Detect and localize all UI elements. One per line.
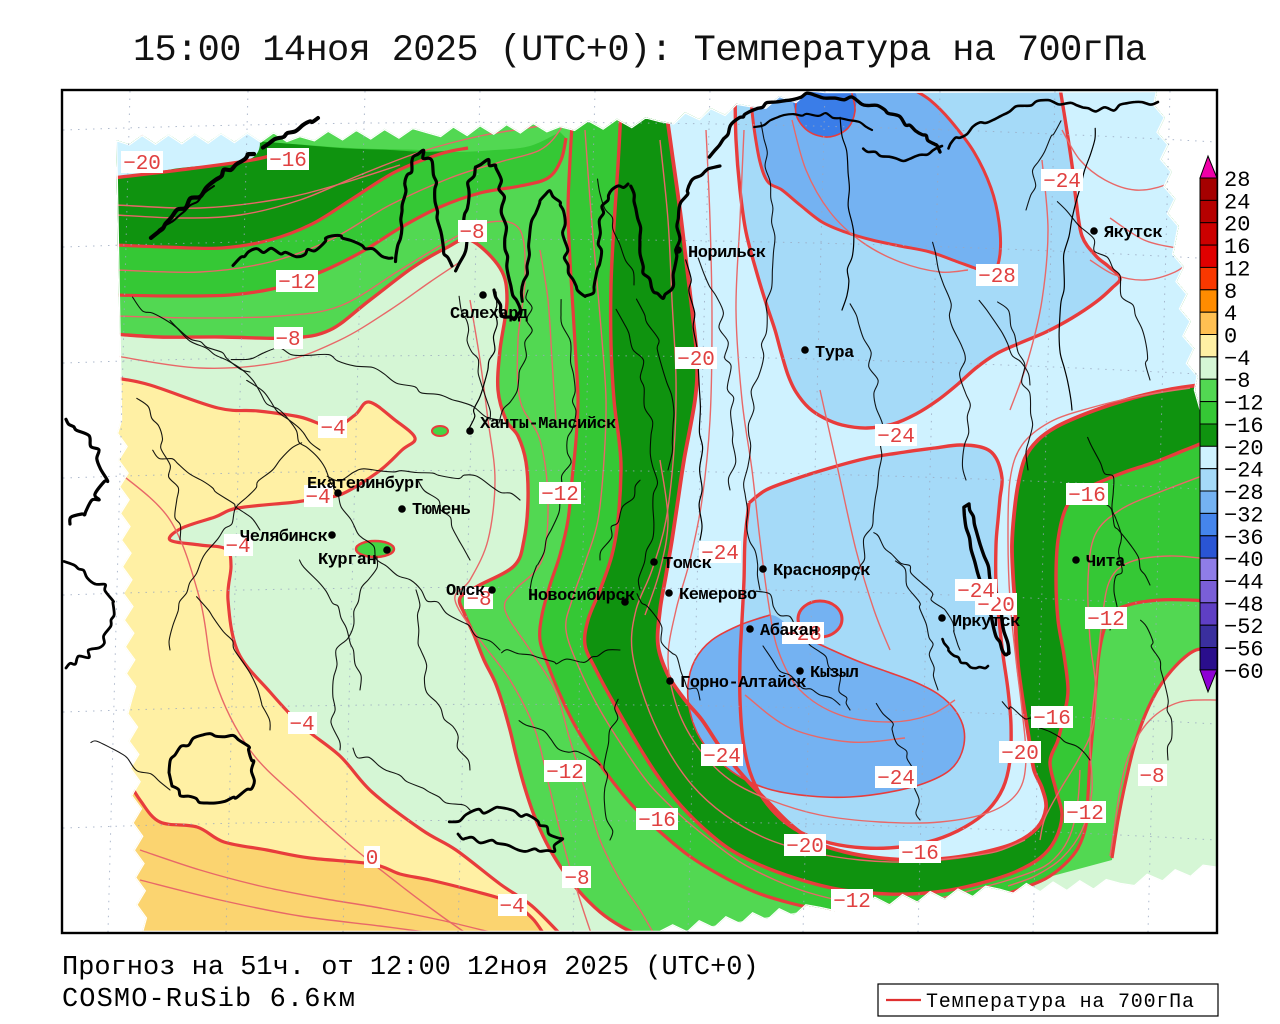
svg-text:−24: −24 <box>1224 459 1264 484</box>
svg-text:−12: −12 <box>1224 392 1264 417</box>
svg-text:−28: −28 <box>1224 481 1264 506</box>
svg-text:−12: −12 <box>541 484 579 507</box>
svg-text:−60: −60 <box>1224 660 1264 685</box>
svg-text:Температура на 700гПа: Температура на 700гПа <box>926 991 1194 1014</box>
svg-text:−28: −28 <box>978 266 1016 289</box>
svg-text:−56: −56 <box>1224 638 1264 663</box>
svg-text:−16: −16 <box>269 150 307 173</box>
svg-text:Якутск: Якутск <box>1104 224 1163 243</box>
svg-text:−8: −8 <box>1139 766 1164 789</box>
svg-text:Тюмень: Тюмень <box>412 501 471 520</box>
svg-text:Абакан: Абакан <box>760 622 819 641</box>
svg-text:−12: −12 <box>546 762 584 785</box>
svg-text:Красноярск: Красноярск <box>773 562 870 581</box>
svg-text:−24: −24 <box>877 426 915 449</box>
svg-text:−8: −8 <box>275 329 300 352</box>
svg-text:−20: −20 <box>786 836 824 859</box>
svg-text:Салехард: Салехард <box>450 305 528 324</box>
svg-text:Кемерово: Кемерово <box>679 586 757 605</box>
svg-text:−16: −16 <box>901 843 939 866</box>
svg-text:−4: −4 <box>225 536 250 559</box>
svg-text:−20: −20 <box>1224 436 1264 461</box>
svg-text:−28: −28 <box>784 624 822 647</box>
svg-text:−4: −4 <box>305 487 330 510</box>
svg-text:8: 8 <box>1224 280 1237 305</box>
svg-text:0: 0 <box>366 848 379 871</box>
svg-text:−24: −24 <box>877 768 915 791</box>
svg-text:−16: −16 <box>638 810 676 833</box>
svg-text:15:00 14ноя 2025 (UTC+0): Темп: 15:00 14ноя 2025 (UTC+0): Температура на… <box>133 30 1147 72</box>
svg-text:−4: −4 <box>1224 347 1250 372</box>
svg-text:−4: −4 <box>320 418 345 441</box>
svg-text:−12: −12 <box>833 891 871 914</box>
svg-text:Курган: Курган <box>318 551 377 570</box>
svg-text:Омск: Омск <box>446 582 485 601</box>
svg-text:0: 0 <box>1224 325 1237 350</box>
svg-text:−24: −24 <box>1043 171 1081 194</box>
svg-text:4: 4 <box>1224 302 1237 327</box>
svg-text:COSMO-RuSib 6.6км: COSMO-RuSib 6.6км <box>62 985 355 1015</box>
svg-text:−52: −52 <box>1224 615 1264 640</box>
svg-text:Горно-Алтайск: Горно-Алтайск <box>680 674 806 693</box>
svg-text:−4: −4 <box>499 896 524 919</box>
svg-text:−16: −16 <box>1224 414 1264 439</box>
svg-text:−4: −4 <box>289 714 314 737</box>
svg-text:Иркутск: Иркутск <box>952 613 1020 632</box>
svg-text:24: 24 <box>1224 190 1250 215</box>
svg-text:−24: −24 <box>957 581 995 604</box>
svg-text:−12: −12 <box>1066 803 1104 826</box>
svg-text:Кызыл: Кызыл <box>810 664 859 683</box>
svg-text:−8: −8 <box>466 589 491 612</box>
svg-text:−12: −12 <box>1087 609 1125 632</box>
svg-text:−24: −24 <box>703 746 741 769</box>
svg-text:Прогноз на 51ч. от 12:00 12ноя: Прогноз на 51ч. от 12:00 12ноя 2025 (UTC… <box>62 953 759 983</box>
svg-text:−20: −20 <box>123 153 161 176</box>
svg-text:Ханты-Мансийск: Ханты-Мансийск <box>480 415 616 434</box>
svg-text:−20: −20 <box>677 349 715 372</box>
svg-text:−16: −16 <box>1068 485 1106 508</box>
svg-text:−36: −36 <box>1224 526 1264 551</box>
svg-text:16: 16 <box>1224 235 1250 260</box>
svg-text:Тура: Тура <box>815 344 854 363</box>
svg-text:20: 20 <box>1224 213 1250 238</box>
svg-text:12: 12 <box>1224 257 1250 282</box>
svg-text:−16: −16 <box>1033 708 1071 731</box>
svg-text:Екатеринбург: Екатеринбург <box>307 475 423 494</box>
svg-text:Норильск: Норильск <box>688 244 766 263</box>
svg-text:Томск: Томск <box>663 555 712 574</box>
svg-text:−12: −12 <box>278 272 316 295</box>
svg-text:28: 28 <box>1224 168 1250 193</box>
svg-text:−24: −24 <box>701 543 739 566</box>
svg-text:−20: −20 <box>1001 743 1039 766</box>
svg-text:−40: −40 <box>1224 548 1264 573</box>
svg-text:Челябинск: Челябинск <box>240 528 328 547</box>
svg-text:−32: −32 <box>1224 503 1264 528</box>
svg-text:−8: −8 <box>1224 369 1250 394</box>
svg-text:Чита: Чита <box>1086 553 1125 572</box>
svg-text:−48: −48 <box>1224 593 1264 618</box>
svg-text:Новосибирск: Новосибирск <box>528 587 635 606</box>
svg-text:−44: −44 <box>1224 571 1264 596</box>
svg-text:−8: −8 <box>459 222 484 245</box>
svg-text:−8: −8 <box>564 868 589 891</box>
